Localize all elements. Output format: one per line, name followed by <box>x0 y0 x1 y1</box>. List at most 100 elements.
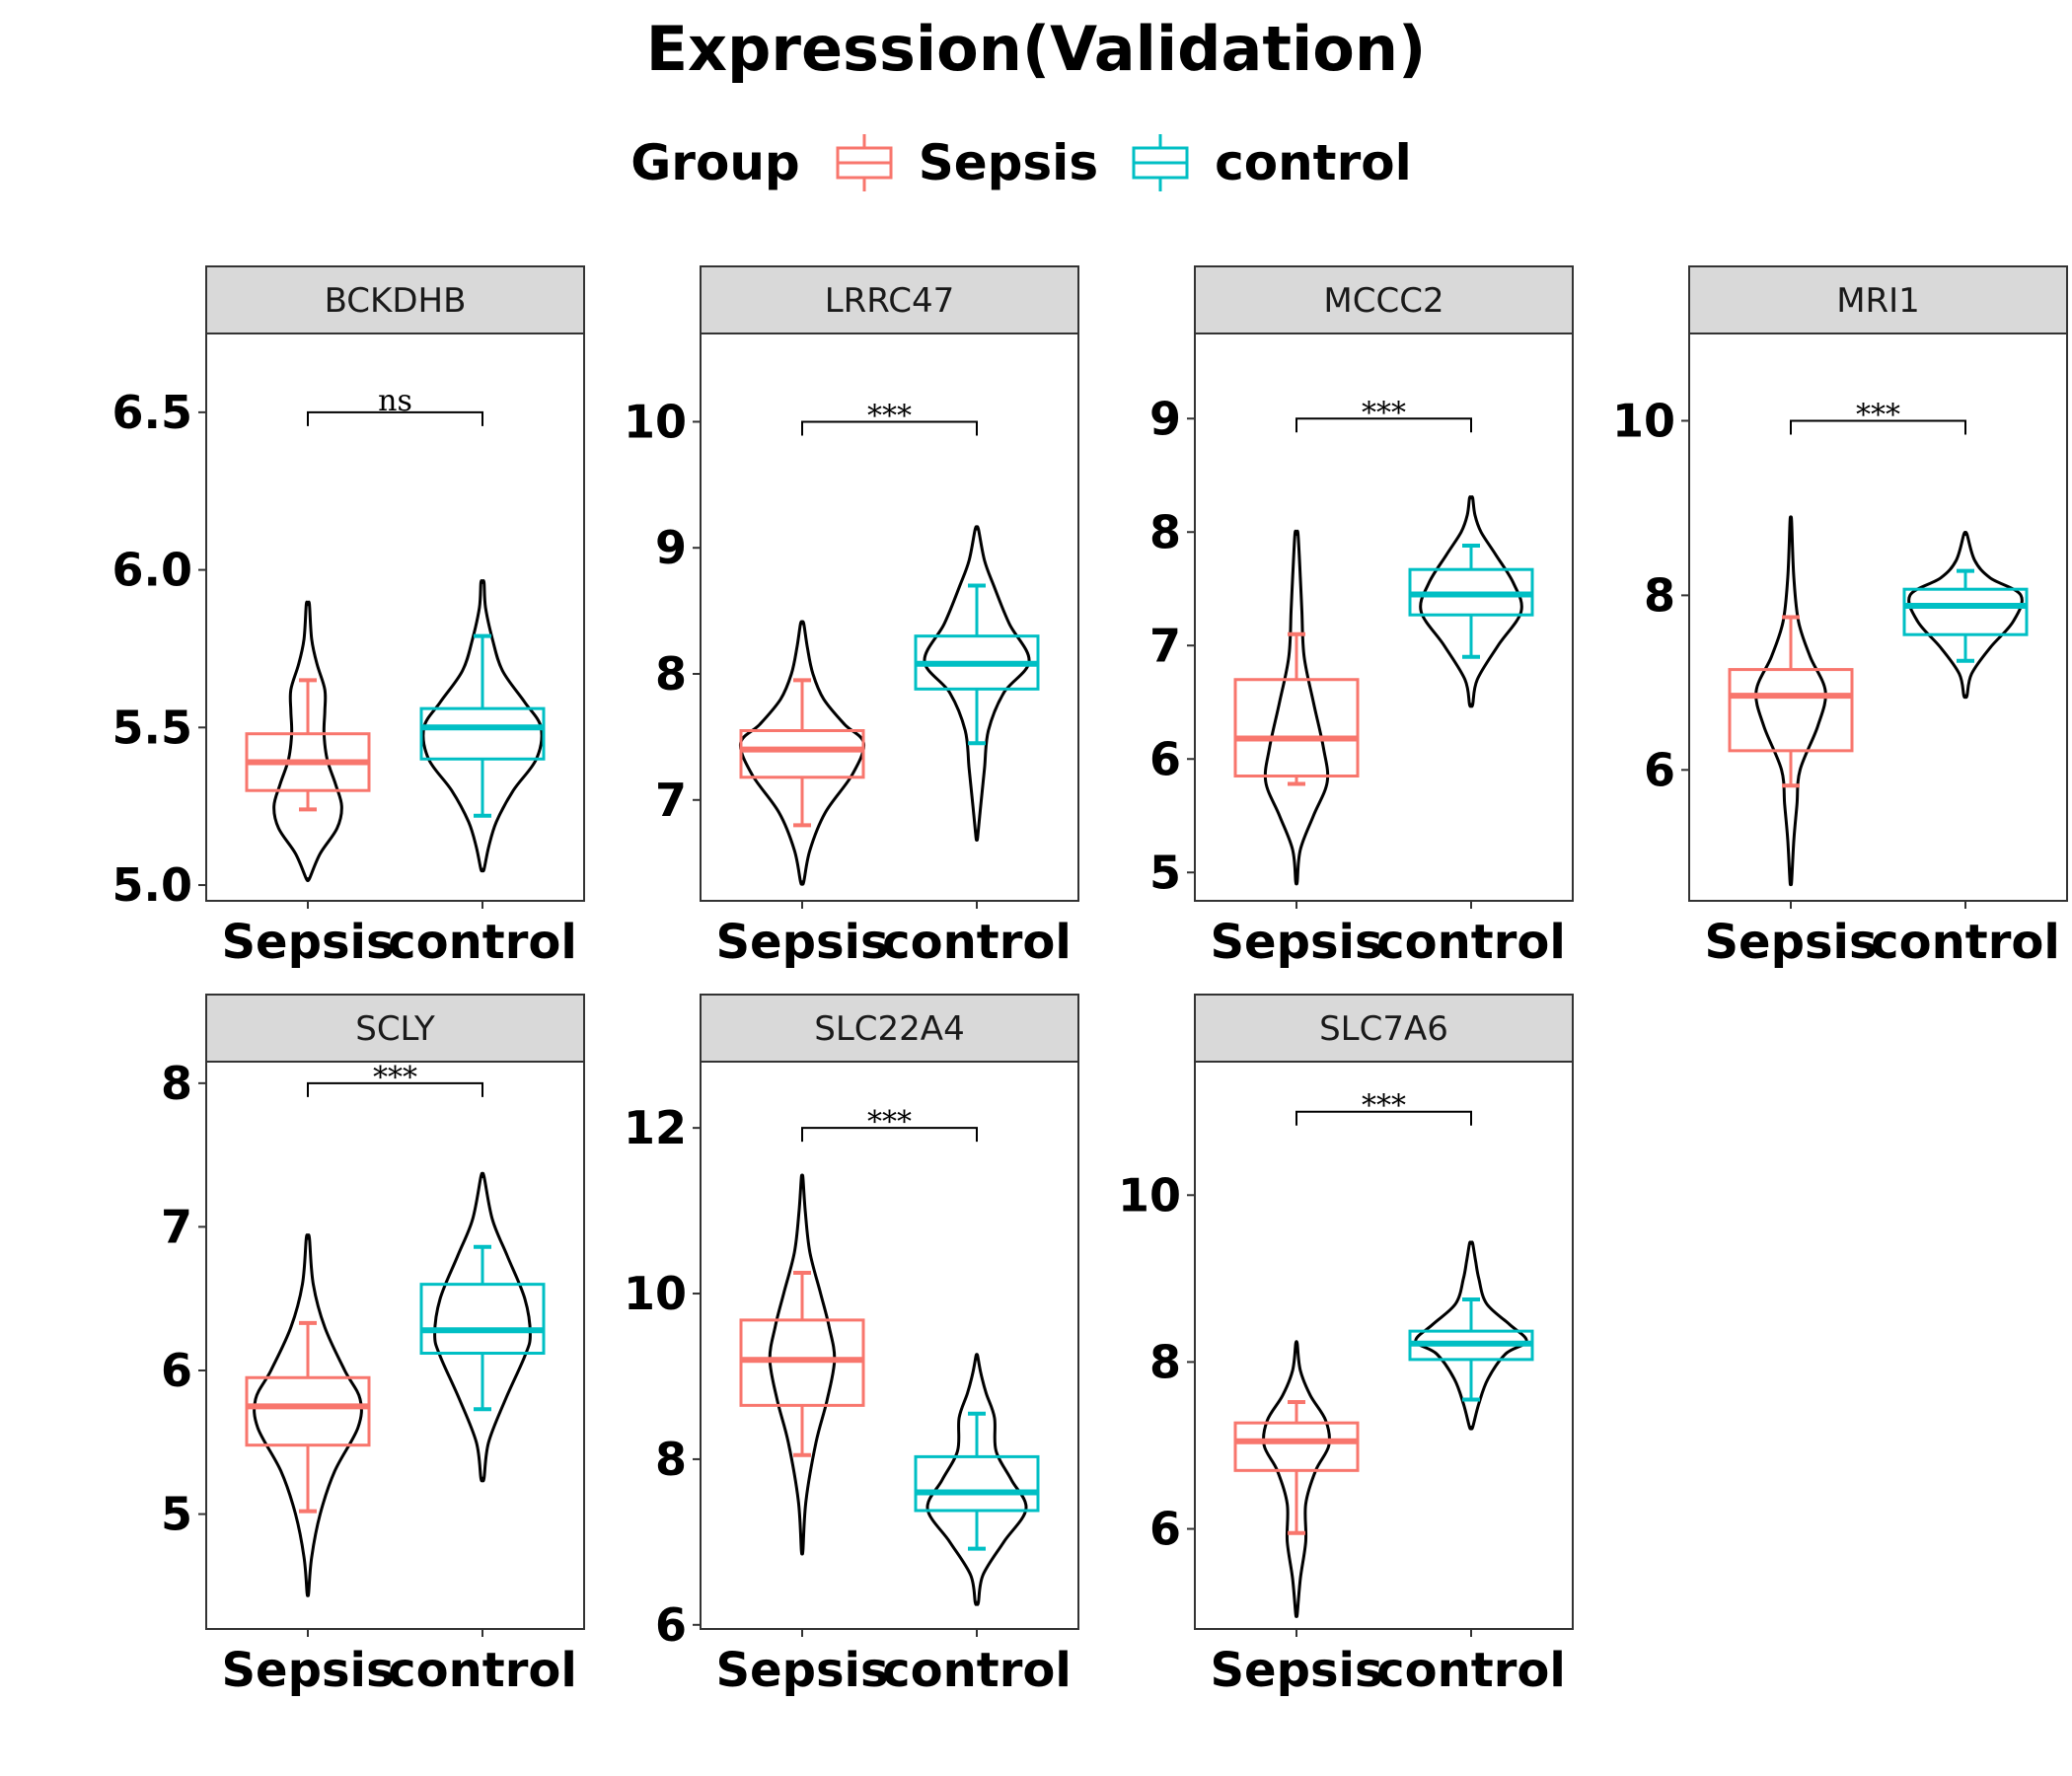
y-tick-label: 9 <box>655 521 687 574</box>
box-sepsis <box>245 1375 371 1447</box>
panel-strip <box>205 994 585 1063</box>
violin-control <box>923 525 1031 842</box>
significance-bracket <box>1295 1110 1472 1126</box>
y-tick-label: 10 <box>1612 394 1675 447</box>
y-tick-label: 6 <box>1149 1503 1181 1556</box>
significance-bracket <box>1295 417 1472 433</box>
significance-bracket <box>1790 419 1966 435</box>
panel-border <box>205 1061 585 1630</box>
panel-strip <box>205 265 585 334</box>
y-tick-label: 5 <box>1149 846 1181 899</box>
y-tick-label: 6 <box>1644 743 1675 796</box>
violin-sepsis <box>1262 1340 1331 1618</box>
y-tick-label: 8 <box>1149 505 1181 558</box>
box-sepsis <box>1728 668 1854 753</box>
legend-item-control: control <box>1128 130 1412 195</box>
panel-strip-label: BCKDHB <box>325 281 467 321</box>
x-tick-label-control: control <box>882 1643 1072 1698</box>
y-tick-label: 10 <box>1118 1168 1181 1221</box>
legend-item-sepsis: Sepsis <box>832 130 1098 195</box>
violin-sepsis <box>1263 529 1330 886</box>
significance-bracket <box>801 420 978 436</box>
violin-control <box>433 1171 532 1483</box>
y-tick-label: 6.5 <box>112 386 193 439</box>
y-tick-label: 7 <box>161 1200 192 1253</box>
box-control <box>419 1283 546 1356</box>
panel-border <box>700 333 1079 902</box>
significance-bracket <box>307 410 483 426</box>
x-tick-label-sepsis: Sepsis <box>715 1643 888 1698</box>
panel-strip <box>1194 994 1574 1063</box>
panel-strip-label: LRRC47 <box>825 281 955 321</box>
panel-strip <box>700 265 1079 334</box>
y-tick-label: 7 <box>655 774 687 827</box>
significance-label: *** <box>1856 398 1900 432</box>
legend-key-control-icon <box>1132 134 1189 191</box>
x-tick-label-control: control <box>1376 1643 1566 1698</box>
y-tick-label: 10 <box>624 395 687 448</box>
significance-label: *** <box>1362 1089 1406 1124</box>
y-tick-label: 5.5 <box>112 701 193 754</box>
significance-bracket <box>801 1127 978 1143</box>
x-tick-label-sepsis: Sepsis <box>1704 915 1877 970</box>
x-tick-label-control: control <box>1376 915 1566 970</box>
y-tick-label: 5 <box>161 1488 192 1541</box>
violin-control <box>1419 494 1523 708</box>
panel-border <box>1194 1061 1574 1630</box>
panel-strip-label: SLC22A4 <box>814 1009 964 1049</box>
violin-sepsis <box>768 1173 837 1556</box>
y-tick-label: 5.0 <box>112 858 193 912</box>
x-tick-label-control: control <box>1871 915 2060 970</box>
legend-key-sepsis-icon <box>836 134 893 191</box>
box-control <box>1902 587 2029 636</box>
panel-strip-label: SLC7A6 <box>1319 1009 1448 1049</box>
panel-strip <box>1688 265 2068 334</box>
significance-label: ns <box>378 384 412 418</box>
x-tick-label-sepsis: Sepsis <box>221 915 394 970</box>
panel-strip <box>700 994 1079 1063</box>
box-sepsis <box>1233 678 1360 777</box>
x-tick-label-control: control <box>882 915 1072 970</box>
x-tick-label-sepsis: Sepsis <box>1210 1643 1382 1698</box>
significance-label: *** <box>373 1061 417 1095</box>
legend-title: Group <box>630 134 800 191</box>
violin-sepsis <box>738 620 866 886</box>
violin-control <box>1907 531 2024 700</box>
y-tick-label: 6 <box>655 1598 687 1652</box>
y-tick-label: 6 <box>1149 732 1181 785</box>
box-control <box>419 706 546 761</box>
panel-border <box>205 333 585 902</box>
y-tick-label: 8 <box>161 1057 192 1110</box>
y-tick-label: 8 <box>1149 1335 1181 1388</box>
y-tick-label: 6.0 <box>112 544 193 597</box>
plot-title: Expression(Validation) <box>645 13 1427 85</box>
violin-control <box>421 579 544 873</box>
panel-strip-label: MCCC2 <box>1323 281 1443 321</box>
x-tick-label-sepsis: Sepsis <box>715 915 888 970</box>
panel-border <box>1194 333 1574 902</box>
y-tick-label: 8 <box>655 1433 687 1486</box>
violin-sepsis <box>1754 515 1827 887</box>
x-tick-label-control: control <box>388 915 577 970</box>
y-tick-label: 7 <box>1149 619 1181 672</box>
legend-label-control: control <box>1215 134 1412 191</box>
significance-label: *** <box>1362 396 1406 430</box>
y-tick-label: 9 <box>1149 392 1181 445</box>
panel-strip-label: MRI1 <box>1836 281 1920 321</box>
box-control <box>914 1454 1040 1513</box>
y-tick-label: 10 <box>624 1267 687 1320</box>
box-sepsis <box>1233 1421 1360 1472</box>
violin-sepsis <box>272 600 343 882</box>
violin-sepsis <box>253 1233 363 1597</box>
significance-label: *** <box>867 399 912 433</box>
violin-control <box>925 1353 1028 1606</box>
panel-border <box>700 1061 1079 1630</box>
